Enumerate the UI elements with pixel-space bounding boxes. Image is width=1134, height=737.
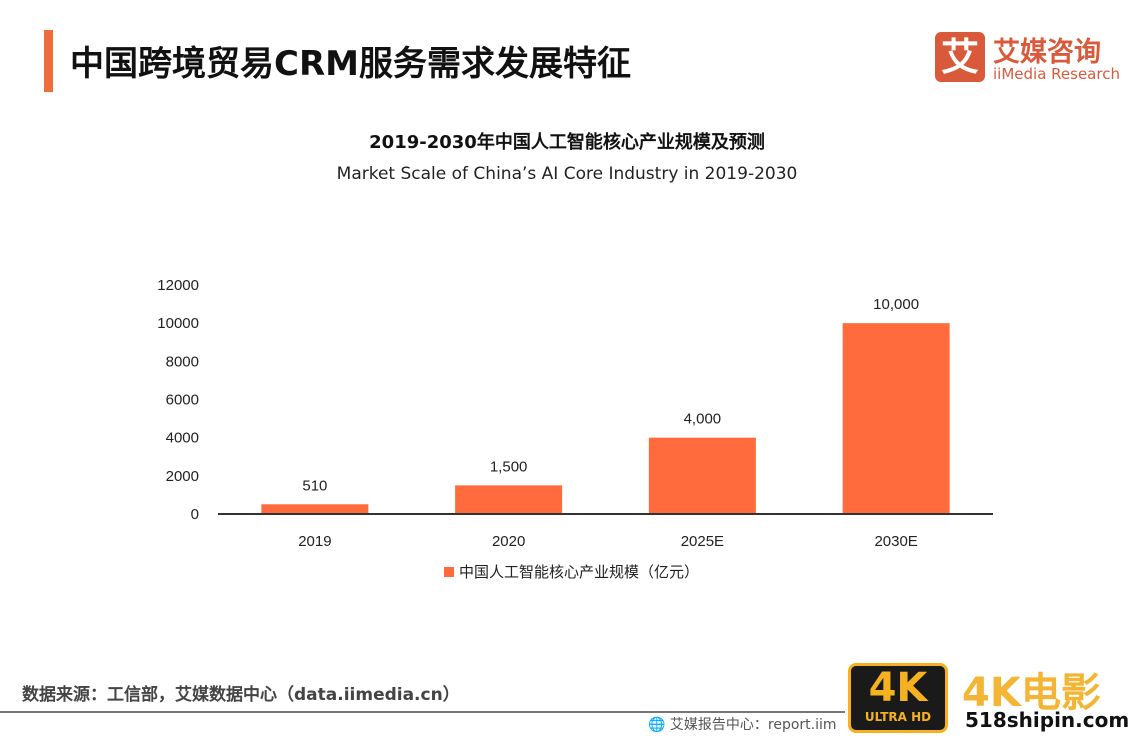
- legend-label: 中国人工智能核心产业规模（亿元）: [459, 563, 699, 581]
- x-tick-label: 2025E: [681, 533, 724, 550]
- y-tick-label: 6000: [166, 392, 199, 409]
- y-tick-label: 2000: [166, 468, 199, 485]
- globe-icon: 🌐: [648, 717, 666, 733]
- watermark-url: 518shipin.com: [965, 708, 1130, 732]
- y-tick-label: 8000: [166, 353, 199, 370]
- logo-name-en: iiMedia Research: [993, 65, 1120, 83]
- chart-title: 2019-2030年中国人工智能核心产业规模及预测: [369, 132, 765, 153]
- x-tick-label: 2030E: [874, 533, 917, 550]
- bar-2019: [261, 504, 369, 514]
- data-label: 4,000: [684, 411, 722, 428]
- y-tick-label: 4000: [166, 430, 199, 447]
- legend-swatch: [444, 567, 454, 577]
- watermark-name: 4K电影: [962, 670, 1101, 716]
- footer-divider: [0, 711, 845, 713]
- logo-mark: 艾: [935, 32, 985, 82]
- data-label: 10,000: [873, 296, 919, 313]
- y-tick-label: 12000: [157, 277, 199, 294]
- bar-2020: [455, 485, 563, 514]
- bar-2030E: [842, 323, 950, 514]
- data-label: 1,500: [490, 458, 528, 475]
- watermark-badge: 4K ULTRA HD: [848, 663, 948, 733]
- title-accent-bar: [44, 30, 53, 92]
- x-tick-label: 2020: [492, 533, 525, 550]
- page-title: 中国跨境贸易CRM服务需求发展特征: [70, 44, 631, 84]
- x-tick-label: 2019: [298, 533, 331, 550]
- data-label: 510: [302, 477, 327, 494]
- footer-report-link[interactable]: 🌐 艾媒报告中心：report.iim: [648, 717, 837, 733]
- bar-2025E: [648, 437, 756, 514]
- y-tick-label: 0: [191, 506, 199, 523]
- chart-subtitle: Market Scale of China’s AI Core Industry…: [336, 164, 798, 184]
- y-tick-label: 10000: [157, 315, 199, 332]
- logo-name-cn: 艾媒咨询: [993, 37, 1101, 68]
- data-source: 数据来源：工信部，艾媒数据中心（data.iimedia.cn）: [22, 685, 460, 705]
